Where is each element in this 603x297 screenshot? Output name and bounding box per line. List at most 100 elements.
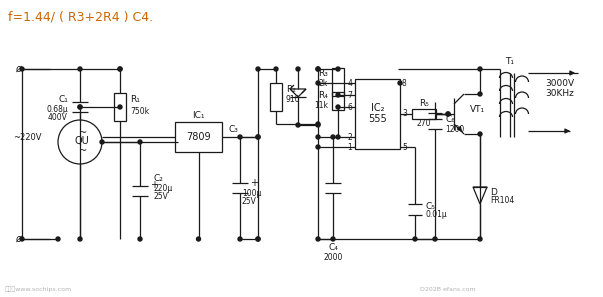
- Text: 7: 7: [347, 91, 352, 99]
- Text: C₃: C₃: [228, 124, 238, 133]
- Text: R₅: R₅: [419, 99, 429, 108]
- Circle shape: [336, 67, 340, 71]
- Text: R₁: R₁: [130, 94, 140, 103]
- Circle shape: [118, 105, 122, 109]
- Circle shape: [256, 67, 260, 71]
- Text: f=1.44/ ( R3+2R4 ) C4.: f=1.44/ ( R3+2R4 ) C4.: [8, 10, 153, 23]
- Circle shape: [296, 67, 300, 71]
- Text: IC₂: IC₂: [371, 103, 384, 113]
- Circle shape: [138, 140, 142, 144]
- Text: 30KHz: 30KHz: [545, 89, 574, 99]
- Circle shape: [256, 135, 260, 139]
- Text: +: +: [150, 181, 158, 190]
- Circle shape: [256, 135, 260, 139]
- Circle shape: [78, 237, 82, 241]
- Text: 100μ: 100μ: [242, 189, 261, 198]
- Circle shape: [316, 81, 320, 85]
- Circle shape: [446, 112, 450, 116]
- Text: 270: 270: [417, 119, 431, 127]
- Text: ~220V: ~220V: [13, 132, 42, 141]
- Circle shape: [478, 67, 482, 71]
- Text: ~: ~: [79, 146, 87, 156]
- Circle shape: [336, 93, 340, 97]
- Bar: [270, 83, 282, 110]
- Text: C₁: C₁: [58, 94, 68, 103]
- Circle shape: [78, 105, 82, 109]
- Text: VT₁: VT₁: [470, 105, 485, 115]
- Circle shape: [78, 105, 82, 109]
- Circle shape: [256, 237, 260, 241]
- Text: C₅: C₅: [425, 202, 435, 211]
- Text: ø: ø: [15, 64, 21, 74]
- Circle shape: [256, 237, 260, 241]
- Circle shape: [100, 140, 104, 144]
- Circle shape: [336, 105, 340, 109]
- Circle shape: [336, 135, 340, 139]
- Bar: [412, 109, 436, 119]
- Circle shape: [446, 112, 450, 116]
- Text: 嗡嗡图www.sochips.com: 嗡嗡图www.sochips.com: [5, 286, 72, 292]
- Circle shape: [296, 123, 300, 127]
- Text: 910: 910: [286, 95, 300, 104]
- Circle shape: [118, 67, 122, 71]
- Text: 3000V: 3000V: [545, 80, 574, 89]
- Text: R₃: R₃: [318, 69, 328, 78]
- Text: 6: 6: [347, 102, 352, 111]
- Circle shape: [316, 135, 320, 139]
- Circle shape: [433, 237, 437, 241]
- Text: D: D: [490, 188, 497, 197]
- Circle shape: [138, 237, 142, 241]
- Circle shape: [316, 145, 320, 149]
- Bar: [332, 68, 344, 96]
- Circle shape: [478, 132, 482, 136]
- Text: IC₁: IC₁: [192, 111, 205, 121]
- Circle shape: [20, 237, 24, 241]
- Circle shape: [331, 135, 335, 139]
- Circle shape: [398, 81, 402, 85]
- Text: 400V: 400V: [48, 113, 68, 121]
- Circle shape: [316, 122, 320, 126]
- Text: 1: 1: [347, 143, 352, 151]
- Circle shape: [316, 123, 320, 127]
- Text: ø: ø: [15, 234, 21, 244]
- Text: 555: 555: [368, 114, 387, 124]
- Text: C₂: C₂: [154, 174, 164, 183]
- Text: 2: 2: [347, 132, 352, 141]
- Text: 7809: 7809: [186, 132, 211, 142]
- Circle shape: [20, 67, 24, 71]
- Circle shape: [238, 135, 242, 139]
- Text: R₄: R₄: [318, 91, 328, 100]
- Circle shape: [238, 237, 242, 241]
- Bar: [355, 79, 400, 149]
- Text: 2000: 2000: [323, 252, 343, 261]
- Text: 3: 3: [402, 110, 407, 119]
- Text: 750k: 750k: [130, 107, 149, 116]
- Text: 2k: 2k: [319, 80, 328, 89]
- Circle shape: [274, 67, 278, 71]
- Text: 220μ: 220μ: [154, 184, 173, 193]
- Text: 4: 4: [347, 78, 352, 88]
- Circle shape: [118, 67, 122, 71]
- Text: 8: 8: [402, 78, 407, 88]
- Bar: [332, 92, 344, 110]
- Circle shape: [478, 237, 482, 241]
- Text: D202B efans.com: D202B efans.com: [420, 287, 476, 292]
- Text: T₁: T₁: [505, 56, 514, 66]
- Circle shape: [78, 67, 82, 71]
- Circle shape: [331, 237, 335, 241]
- Circle shape: [197, 237, 201, 241]
- Text: 25V: 25V: [242, 197, 257, 206]
- Circle shape: [316, 237, 320, 241]
- Circle shape: [413, 237, 417, 241]
- Text: 0.68μ: 0.68μ: [46, 105, 68, 113]
- Text: QU: QU: [75, 136, 89, 146]
- Text: C₄: C₄: [328, 244, 338, 252]
- Text: +: +: [250, 178, 258, 188]
- Text: R₂: R₂: [286, 85, 296, 94]
- Text: 11k: 11k: [314, 100, 328, 110]
- Text: 1200: 1200: [445, 124, 464, 133]
- Text: 0.01μ: 0.01μ: [425, 210, 447, 219]
- Text: ~: ~: [79, 128, 87, 138]
- Circle shape: [316, 67, 320, 71]
- Text: 5: 5: [402, 143, 407, 151]
